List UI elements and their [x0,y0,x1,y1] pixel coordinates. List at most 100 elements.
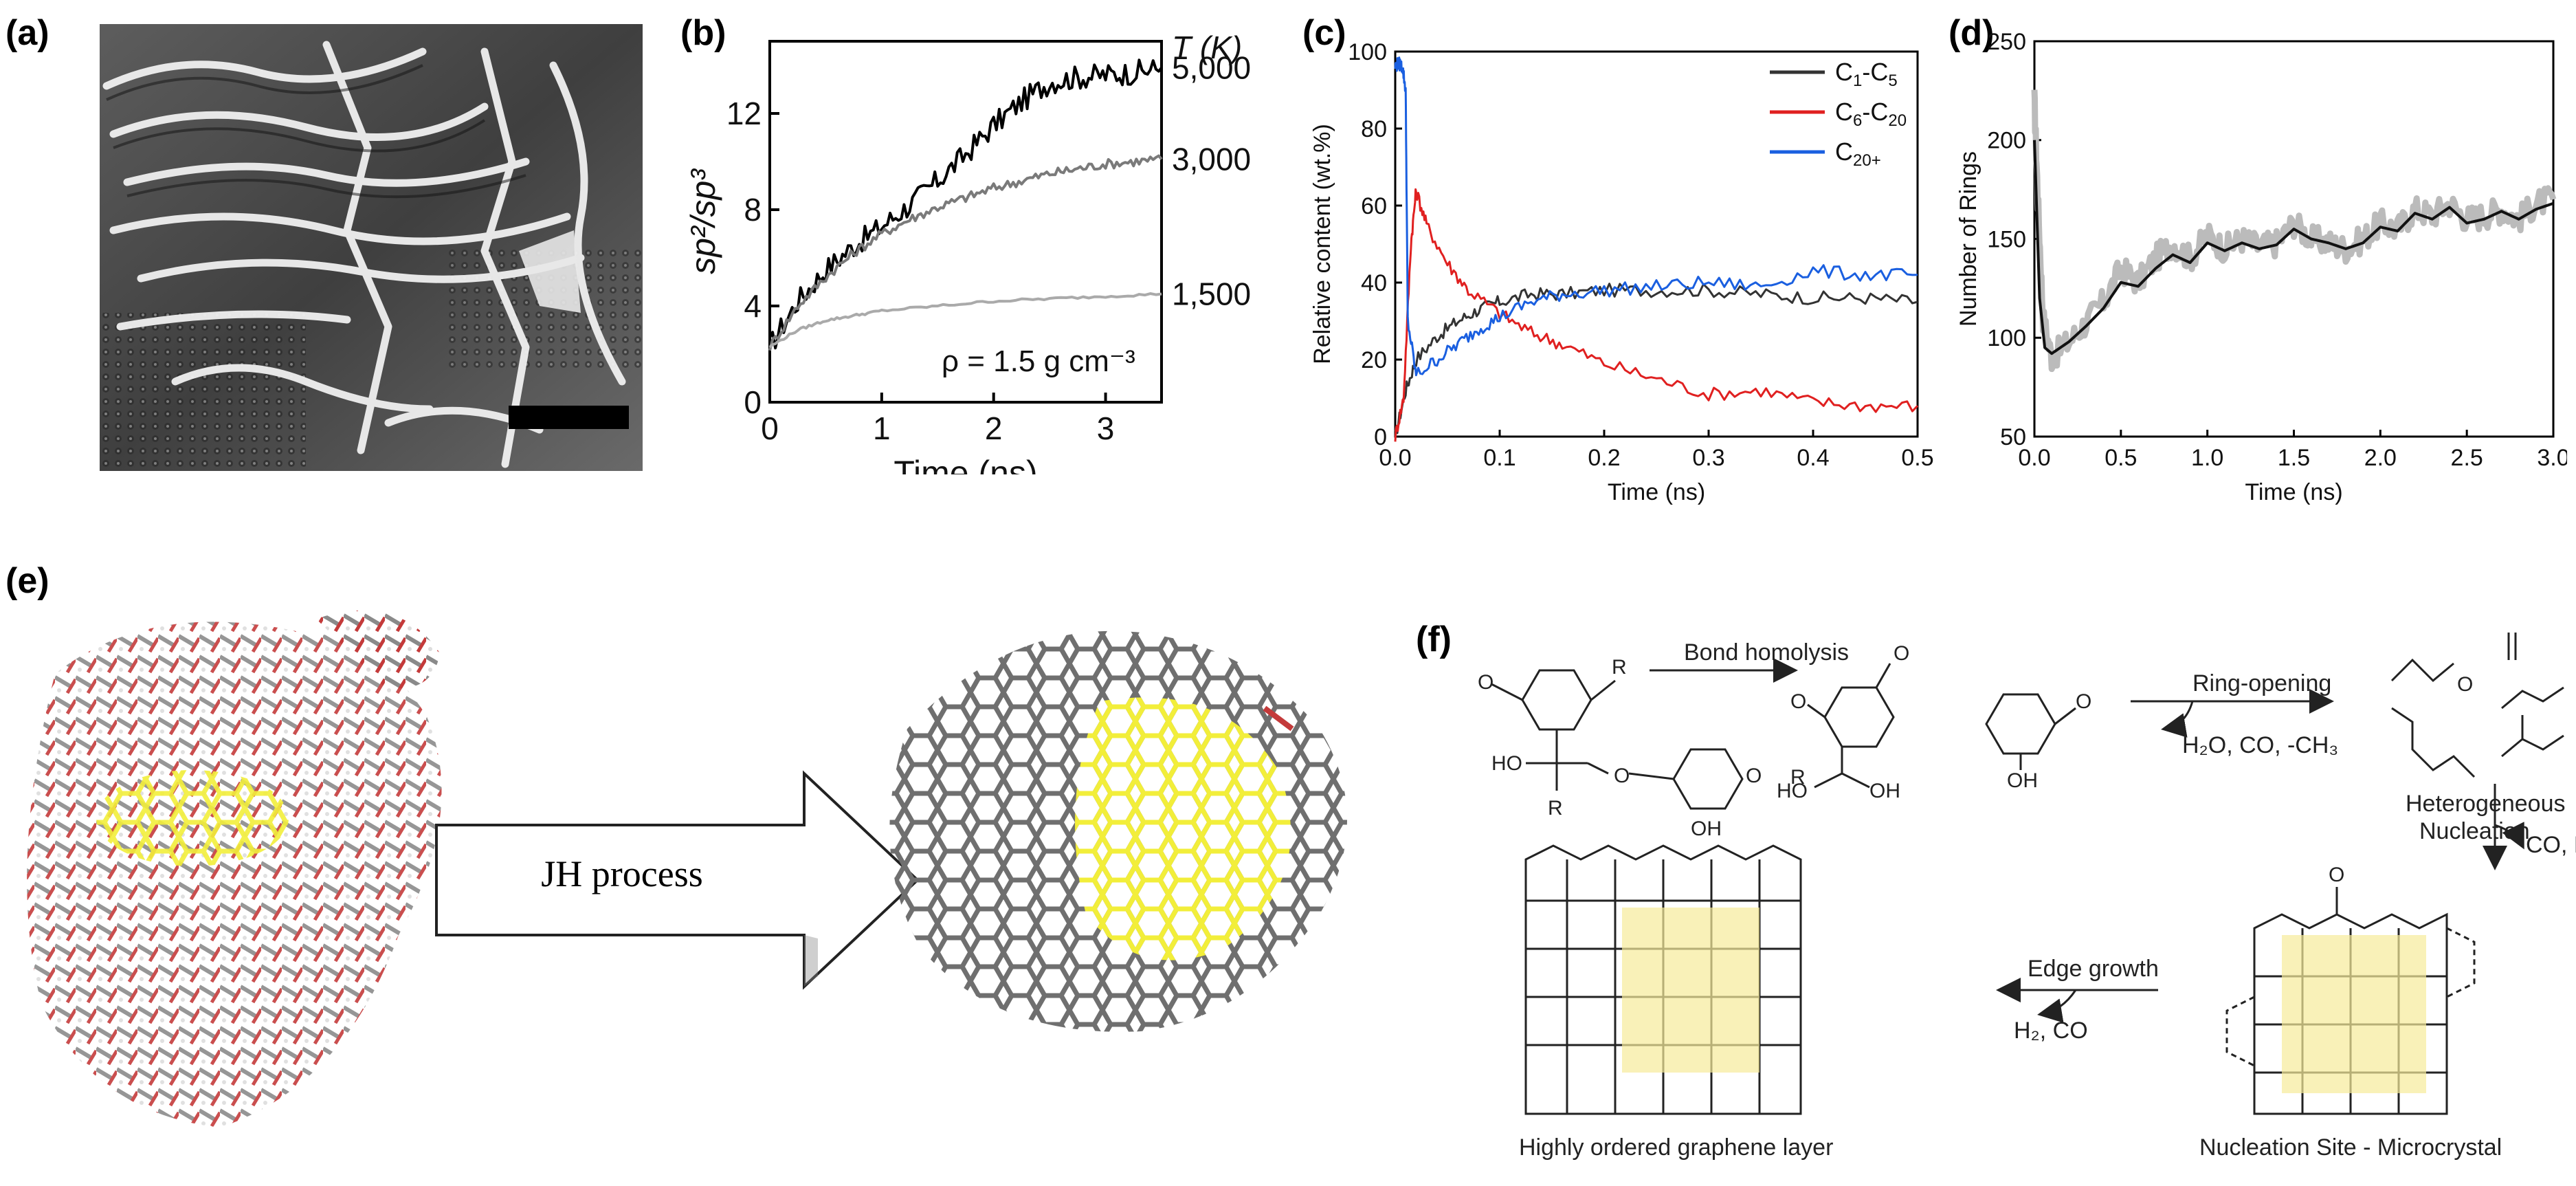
chart-d-svg: 0.0 0.5 1.0 1.5 2.0 2.5 3.0 50 100 150 200 250 Time … [1955,29,2570,505]
y-tick-label: 40 [1361,270,1387,296]
label-o2: O [1746,765,1762,787]
x-axis-label: Time (ns) [1608,479,1705,505]
x-tick-label: 3 [1097,410,1115,446]
y-axis-label: sp²/sp³ [684,168,722,274]
y-axis-label: Relative content (wt.%) [1309,124,1335,364]
legend-label-1: C6-C20 [1835,98,1907,130]
chart-c-svg: 0.0 0.1 0.2 0.3 0.4 0.5 0 20 40 60 80 100 Time (ns) R… [1309,39,1934,505]
step-nucleation: Nucleation [2419,818,2530,844]
x-tick-label: 2.0 [2364,445,2397,471]
y-tick-label: 60 [1361,193,1387,219]
chart-c: 0.0 0.1 0.2 0.3 0.4 0.5 0 20 40 60 80 100 Time (ns) R… [1302,21,1942,529]
label-o1: O [1614,765,1630,787]
label-o6: O [2076,690,2091,713]
label-o8: O [2329,864,2344,886]
y-tick-label: 50 [2000,424,2026,450]
panel-a-image [100,24,643,471]
byproduct-h2o-co-ch3: H₂O, CO, -CH₃ [2182,732,2339,758]
x-tick-label: 2 [985,410,1003,446]
x-axis-label: Time (ns) [2245,479,2342,505]
label-r1: R [1612,656,1627,679]
reaction-scheme-svg: R HO R O OH O R O HO OH O O OH O O O [1478,633,2564,1115]
label-r3: R [1790,766,1806,789]
x-tick-label: 0.4 [1797,445,1829,471]
y-axis-label: Number of Rings [1955,151,1981,327]
step-edge-growth: Edge growth [2028,956,2159,982]
series-line-c20 [1394,56,1918,377]
x-tick-label: 0.1 [1483,445,1515,471]
density-annotation: ρ = 1.5 g cm⁻³ [942,344,1135,378]
panel-e-svg [27,610,1347,1128]
legend-title: T (K) [1172,30,1242,65]
series-label-2: 1,500 [1172,276,1251,312]
scale-bar [509,406,629,429]
panel-label-c: (c) [1302,13,1346,53]
y-tick-label: 200 [1987,128,2026,154]
label-o5: O [1790,690,1806,713]
label-oh1: OH [1691,817,1722,840]
label-oh2: OH [1869,780,1900,802]
panel-label-d: (d) [1948,13,1995,53]
x-tick-label: 0.5 [2105,445,2137,471]
graphene-molecular-model [889,630,1347,1032]
panel-e: JH process [14,591,1388,1176]
microscopy-image [100,24,643,471]
scheme-atom-labels: R HO R O OH O R O HO OH O O OH O O O [1478,642,2473,886]
x-tick-label: 3.0 [2537,445,2567,471]
panel-label-b: (b) [680,13,726,53]
panel-label-e: (e) [5,561,49,601]
y-tick-label: 20 [1361,347,1387,373]
panel-label-a: (a) [5,13,49,53]
byproduct-co-h2: CO, H₂ [2526,832,2576,858]
series-line-c1c5 [1394,283,1918,435]
label-oh3: OH [2007,769,2038,792]
legend-label-2: C20+ [1835,138,1881,170]
y-tick-label: 80 [1361,116,1387,142]
plot-frame [1394,50,1919,438]
y-tick-label: 8 [744,192,762,228]
x-tick-label: 0.0 [2018,445,2050,471]
x-tick-label: 0.5 [1901,445,1933,471]
series-label-0: 5,000 [1172,50,1251,86]
series-line-c6c20 [1394,188,1919,442]
series-label-1: 3,000 [1172,142,1251,177]
series-line-3000 [768,154,1163,351]
y-tick-label: 4 [744,288,762,324]
x-tick-label: 2.5 [2451,445,2483,471]
x-tick-label: 0 [761,410,779,446]
x-tick-label: 1.5 [2278,445,2310,471]
panel-label-f: (f) [1416,619,1452,659]
legend-label-0: C1-C5 [1835,58,1898,90]
caption-nucleation-site: Nucleation Site - Microcrystal [2199,1134,2502,1161]
byproduct-h2-co: H₂, CO [2014,1018,2088,1044]
x-tick-label: 0.0 [1379,445,1411,471]
y-tick-label: 250 [1987,29,2026,55]
precursor-molecular-model [27,610,442,1128]
x-axis-label: Time (ns) [893,454,1037,474]
x-tick-label: 0.2 [1588,445,1620,471]
chart-d: 0.0 0.5 1.0 1.5 2.0 2.5 3.0 50 100 150 200 250 Time … [1948,21,2570,529]
label-ho2: HO [1777,780,1808,802]
step-bond-homolysis: Bond homolysis [1684,639,1850,666]
panel-f: R HO R O OH O R O HO OH O O OH O O O Bon… [1416,605,2576,1183]
caption-graphene-layer: Highly ordered graphene layer [1519,1134,1834,1161]
series-line-smoothed [2033,140,2554,355]
label-ho1: HO [1491,752,1522,775]
label-r2: R [1548,797,1563,820]
x-tick-label: 0.3 [1692,445,1724,471]
chart-b: 0 1 2 3 0 4 8 12 Time (ns) sp²/sp³ T (K) 5,000 3,000… [680,21,1285,492]
series-line-1500 [768,292,1162,349]
step-ring-opening: Ring-opening [2192,670,2332,696]
x-tick-label: 1.0 [2191,445,2223,471]
y-tick-label: 150 [1987,226,2026,252]
plot-frame [768,40,1163,404]
x-tick-label: 1 [873,410,891,446]
y-tick-label: 100 [1348,39,1387,65]
y-tick-label: 100 [1987,325,2026,351]
series-line-5000 [768,58,1163,350]
label-o7: O [2457,673,2473,696]
y-tick-label: 0 [744,384,762,420]
label-o4: O [1894,642,1909,665]
jh-process-arrow [435,770,920,990]
